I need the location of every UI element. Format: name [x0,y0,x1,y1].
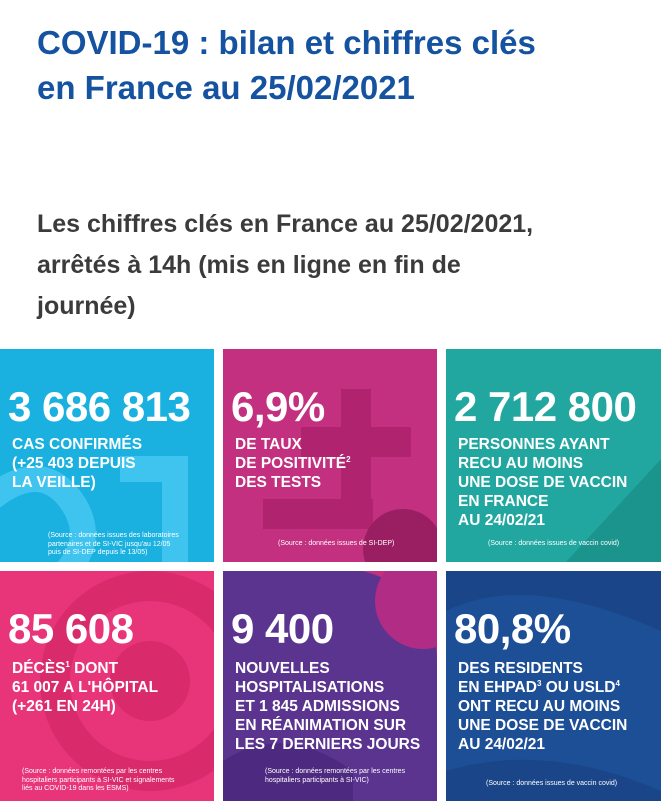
tile-positivity-rate: 6,9% DE TAUX DE POSITIVITÉ2 DES TESTS (S… [223,349,437,562]
decorative-digits-graphic [0,456,188,562]
desc-line: ONT RECU AU MOINS [458,698,621,715]
desc-line: PERSONNES AYANT [458,436,610,453]
desc-text: OU USLD [541,679,616,696]
decorative-blob-graphic [223,571,437,801]
decorative-plus-graphic [263,389,437,562]
vaccinated-people-value: 2 712 800 [454,383,637,430]
desc-text: DONT [69,660,119,677]
source-line: (Source : données remontées par les cent… [22,768,163,775]
deaths-value: 85 608 [8,605,134,652]
desc-text: EN EHPAD [458,679,537,696]
intro-text: Les chiffres clés en France au 25/02/202… [37,204,647,327]
vaccinated-people-label: PERSONNES AYANT RECU AU MOINS UNE DOSE D… [458,435,627,530]
confirmed-cases-source: (Source : données issues des laboratoire… [48,532,179,558]
source-line: hospitaliers participants à SI-VIC) [265,776,369,784]
title-line-1: COVID-19 : bilan et chiffres clés [37,24,536,61]
vaccinated-people-source: (Source : données issues de vaccin covid… [488,540,620,547]
desc-line: RECU AU MOINS [458,455,584,472]
desc-line: NOUVELLES [235,660,330,677]
source-line: puis de SI-DEP depuis le 13/05) [48,549,148,556]
tile-confirmed-cases: 3 686 813 CAS CONFIRMÉS (+25 403 DEPUIS … [0,349,214,562]
key-figures-infographic: 3 686 813 CAS CONFIRMÉS (+25 403 DEPUIS … [0,349,661,801]
desc-text: DÉCÈS [12,660,66,677]
footnote-mark: 4 [615,679,620,688]
footnote-mark: 2 [346,455,351,464]
source-line: (Source : données remontées par les cent… [265,768,406,775]
source-line: hospitaliers participants à SI-VIC et si… [22,776,175,784]
desc-line: DES TESTS [235,474,322,491]
desc-line: DE POSITIVITÉ2 [235,454,351,473]
positivity-rate-source: (Source : données issues de SI-DEP) [278,540,395,547]
desc-line: EN EHPAD3 OU USLD4 [458,678,627,697]
tile-ehpad-residents: 80,8% DES RESIDENTS EN EHPAD3 OU USLD4 O… [446,571,661,801]
desc-line: LES 7 DERNIERS JOURS [235,736,421,753]
ehpad-residents-label: DES RESIDENTS EN EHPAD3 OU USLD4 ONT REC… [458,659,627,754]
page-title: COVID-19 : bilan et chiffres clés en Fra… [37,20,647,110]
intro-line-1: Les chiffres clés en France au 25/02/202… [37,210,534,238]
desc-line: UNE DOSE DE VACCIN [458,474,628,491]
deaths-label: DÉCÈS1 DONT 61 007 A L'HÔPITAL (+261 EN … [12,659,158,716]
footnote-mark: 3 [536,679,542,688]
desc-line: EN RÉANIMATION SUR [235,717,407,734]
ehpad-residents-source: (Source : données issues de vaccin covid… [486,780,618,787]
intro-line-2: arrêtés à 14h (mis en ligne en fin de [37,251,461,279]
desc-line: AU 24/02/21 [458,512,546,529]
intro-line-3: journée) [37,292,136,320]
desc-line: DÉCÈS1 DONT [12,659,158,678]
ehpad-residents-value: 80,8% [454,605,571,652]
desc-line: EN FRANCE [458,493,549,510]
title-line-2: en France au 25/02/2021 [37,69,415,106]
tile-hospitalisations: 9 400 NOUVELLES HOSPITALISATIONS ET 1 84… [223,571,437,801]
source-line: (Source : données issues des laboratoire… [48,532,179,539]
source-line: partenaires et de SI-VIC jusqu'au 12/05 [48,540,171,548]
tile-deaths: 85 608 DÉCÈS1 DONT 61 007 A L'HÔPITAL (+… [0,571,214,801]
desc-text: DE POSITIVITÉ [235,455,347,472]
deaths-source: (Source : données remontées par les cent… [22,768,175,794]
source-line: liés au COVID-19 dans les ESMS) [22,785,129,792]
desc-line: DE TAUX [235,436,302,453]
decorative-wave-graphic [446,571,661,801]
desc-line: 61 007 A L'HÔPITAL [12,679,159,696]
footnote-mark: 1 [65,660,70,669]
confirmed-cases-label: CAS CONFIRMÉS (+25 403 DEPUIS LA VEILLE) [12,435,142,492]
desc-line: UNE DOSE DE VACCIN [458,717,628,734]
desc-line: (+261 EN 24H) [12,698,116,715]
tile-vaccinated-people: 2 712 800 PERSONNES AYANT RECU AU MOINS … [446,349,661,562]
positivity-rate-label: DE TAUX DE POSITIVITÉ2 DES TESTS [235,435,351,492]
desc-line: (+25 403 DEPUIS [12,455,136,472]
hospitalisations-value: 9 400 [231,605,334,652]
desc-line: HOSPITALISATIONS [235,679,385,696]
hospitalisations-label: NOUVELLES HOSPITALISATIONS ET 1 845 ADMI… [235,659,420,754]
desc-line: CAS CONFIRMÉS [12,436,143,453]
decorative-rings-graphic [40,571,214,791]
desc-line: ET 1 845 ADMISSIONS [235,698,400,715]
desc-line: AU 24/02/21 [458,736,546,753]
positivity-rate-value: 6,9% [231,383,325,430]
desc-line: LA VEILLE) [12,474,96,491]
confirmed-cases-value: 3 686 813 [8,383,191,430]
hospitalisations-source: (Source : données remontées par les cent… [265,768,405,785]
decorative-shape-graphic [566,459,661,562]
desc-line: DES RESIDENTS [458,660,583,677]
